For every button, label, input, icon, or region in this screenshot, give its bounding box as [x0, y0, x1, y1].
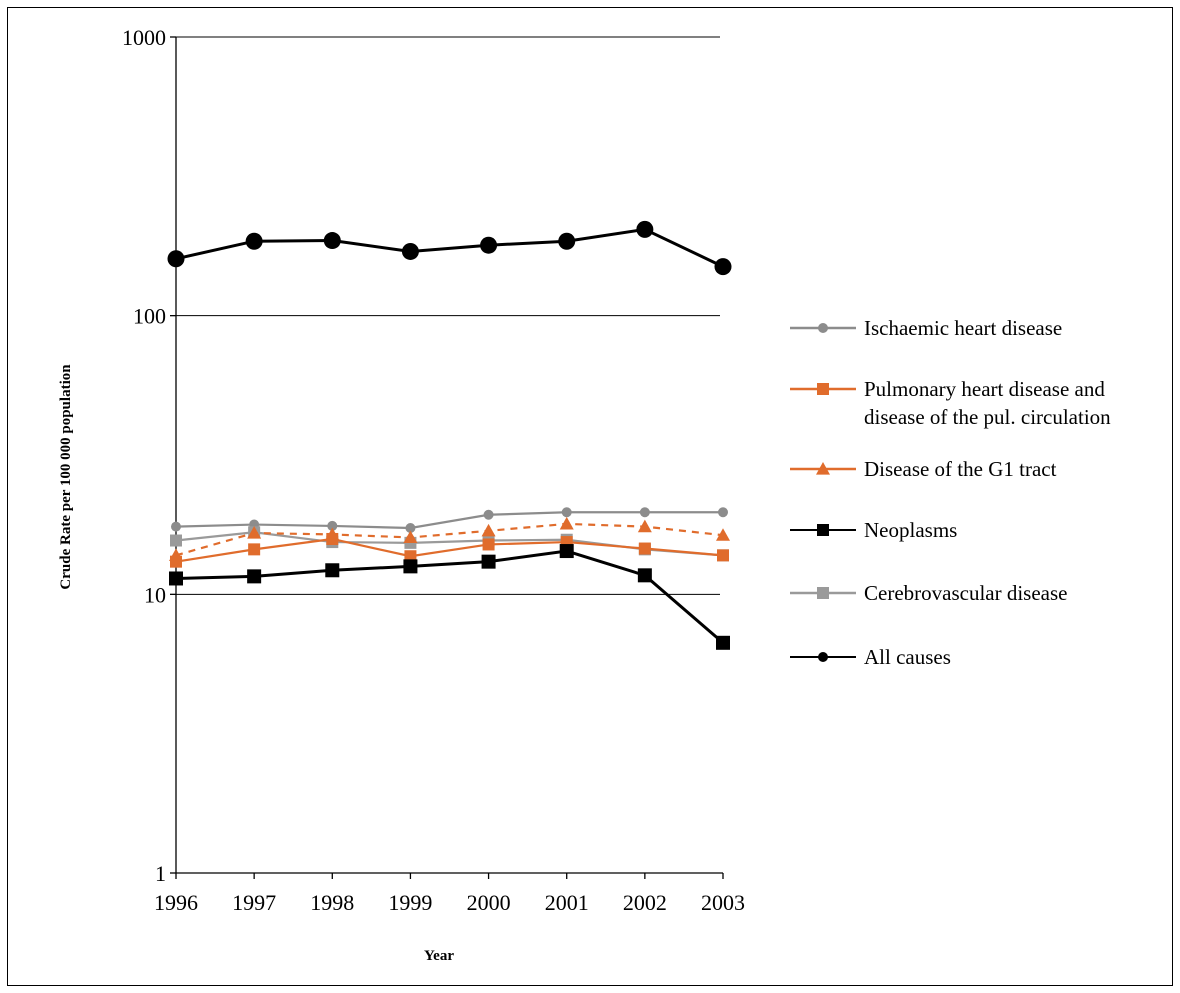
- data-point: [818, 323, 828, 333]
- series-5: [167, 220, 732, 276]
- x-tick-label: 2000: [467, 890, 511, 915]
- y-tick-labels: 1 10 100 1000: [122, 25, 166, 886]
- x-tick-label: 1998: [310, 890, 354, 915]
- data-point: [326, 532, 339, 545]
- data-point: [558, 232, 576, 250]
- legend-label: disease of the pul. circulation: [864, 405, 1111, 429]
- gridlines: [176, 36, 720, 595]
- legend-item: Disease of the G1 tract: [790, 457, 1057, 481]
- data-point: [817, 587, 829, 599]
- data-point: [561, 507, 572, 518]
- data-point: [405, 522, 416, 533]
- legend-label: Cerebrovascular disease: [864, 581, 1068, 605]
- data-point: [248, 543, 261, 556]
- x-tick-label: 1996: [154, 890, 198, 915]
- x-tick-labels: 1996 1997 1998 1999 2000 2001 2002 2003: [154, 890, 745, 915]
- legend-label: Neoplasms: [864, 518, 957, 542]
- legend-label: Pulmonary heart disease and: [864, 377, 1105, 401]
- data-point: [170, 555, 182, 568]
- legend-item: Neoplasms: [790, 518, 957, 542]
- legend-item: Cerebrovascular disease: [790, 581, 1068, 605]
- y-axis-title: Crude Rate per 100 000 population: [58, 364, 74, 590]
- y-tick-label: 1000: [122, 25, 166, 50]
- x-tick-label: 2001: [545, 890, 589, 915]
- data-point: [401, 242, 419, 260]
- data-point: [403, 559, 418, 574]
- data-point: [404, 550, 417, 563]
- x-tick-label: 1997: [232, 890, 276, 915]
- legend-item: All causes: [790, 645, 951, 669]
- x-tick-label: 1999: [388, 890, 432, 915]
- data-point: [636, 220, 654, 238]
- data-point: [638, 542, 651, 555]
- series-3: [169, 544, 730, 650]
- x-axis-title: Year: [424, 948, 454, 964]
- y-tick-label: 10: [144, 582, 166, 607]
- data-point: [170, 534, 182, 547]
- data-point: [327, 520, 338, 531]
- data-point: [714, 258, 732, 276]
- series-group: [167, 220, 732, 650]
- series-line: [175, 227, 724, 268]
- data-point: [167, 250, 185, 268]
- data-point: [245, 232, 263, 250]
- data-point: [559, 516, 574, 530]
- series-0: [171, 507, 728, 533]
- data-point: [716, 635, 730, 650]
- series-line: [175, 549, 724, 644]
- data-point: [816, 462, 830, 475]
- data-point: [171, 521, 181, 532]
- legend-item: Pulmonary heart disease and disease of th…: [790, 377, 1111, 429]
- data-point: [817, 383, 829, 395]
- data-point: [325, 563, 340, 578]
- data-point: [323, 232, 341, 250]
- legend-label: Disease of the G1 tract: [864, 457, 1057, 481]
- data-point: [480, 236, 498, 254]
- x-tick-label: 2003: [701, 890, 745, 915]
- data-point: [818, 652, 828, 662]
- data-point: [559, 544, 574, 559]
- series-line: [175, 537, 724, 563]
- legend-item: Ischaemic heart disease: [790, 316, 1062, 340]
- series-1: [170, 532, 729, 568]
- data-point: [637, 568, 652, 583]
- data-point: [169, 571, 183, 586]
- legend: Ischaemic heart disease Pulmonary heart d…: [790, 316, 1111, 669]
- data-point: [718, 507, 728, 518]
- data-point: [717, 549, 729, 562]
- data-point: [639, 507, 650, 518]
- data-point: [247, 569, 262, 584]
- series-line: [175, 511, 723, 530]
- data-point: [483, 509, 494, 520]
- y-tick-label: 1: [155, 861, 166, 886]
- data-point: [637, 519, 652, 533]
- legend-label: All causes: [864, 645, 951, 669]
- data-point: [817, 524, 829, 536]
- data-point: [247, 525, 262, 539]
- data-point: [481, 523, 496, 537]
- chart-frame: [7, 7, 1173, 986]
- data-point: [482, 538, 495, 551]
- axes: [170, 36, 724, 879]
- data-point: [481, 554, 496, 569]
- legend-label: Ischaemic heart disease: [864, 316, 1062, 340]
- x-tick-label: 2002: [623, 890, 667, 915]
- series-line: [175, 522, 724, 557]
- data-point: [403, 530, 418, 544]
- data-point: [716, 528, 730, 541]
- y-tick-label: 100: [133, 304, 166, 329]
